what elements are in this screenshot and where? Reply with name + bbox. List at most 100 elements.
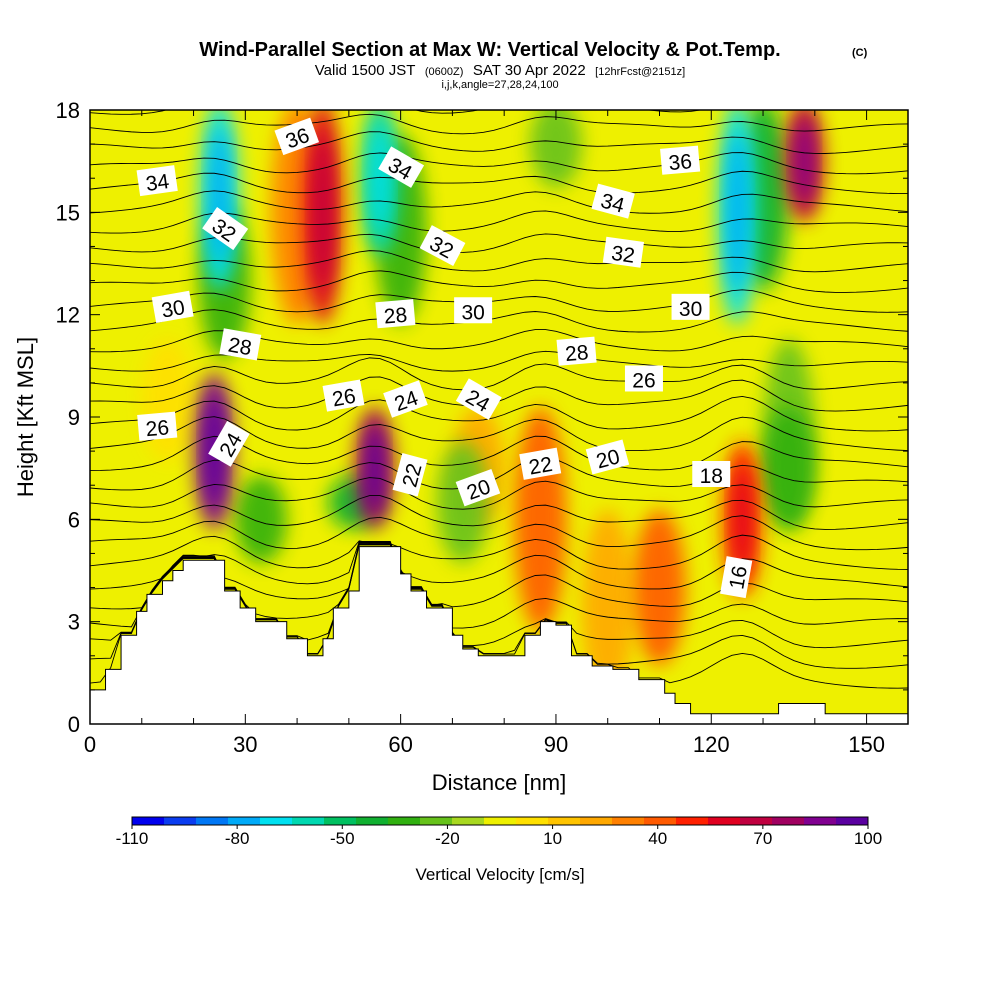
- y-axis-label: Height [Kft MSL]: [13, 337, 38, 497]
- contour-label: 22: [392, 453, 428, 497]
- contour-label: 36: [660, 145, 701, 175]
- contour-label-text: 36: [668, 150, 693, 175]
- y-tick-label: 9: [68, 405, 80, 430]
- isentrope-line: [90, 152, 908, 175]
- isentrope-line: [90, 534, 908, 570]
- colorbar-swatch: [580, 817, 613, 825]
- colorbar-swatch: [612, 817, 645, 825]
- velocity-core: [234, 475, 287, 564]
- contour-label-text: 34: [144, 170, 171, 196]
- contour-label-box: [375, 299, 416, 329]
- velocity-core-center: [733, 464, 752, 575]
- colorbar-swatch: [740, 817, 773, 825]
- colorbar-swatch: [228, 817, 261, 825]
- isentrope-line: [90, 395, 908, 432]
- isentrope-line: [90, 416, 908, 452]
- y-tick-label: 0: [68, 712, 80, 737]
- contour-label: 28: [375, 299, 416, 329]
- contour-label-text: 30: [679, 298, 702, 321]
- colorbar-swatch: [260, 817, 293, 825]
- colorbar-swatch: [292, 817, 325, 825]
- contour-label: 34: [136, 165, 178, 197]
- velocity-core-center: [313, 133, 332, 291]
- colorbar-label: -50: [330, 829, 355, 848]
- colorbar-swatch: [196, 817, 229, 825]
- colorbar-swatch: [676, 817, 709, 825]
- isentrope-line: [90, 131, 908, 154]
- contour-label-box: [219, 328, 262, 361]
- velocity-core: [141, 338, 194, 462]
- contour-label-box: [151, 290, 194, 323]
- velocity-core: [762, 407, 815, 530]
- colorbar-swatch: [772, 817, 805, 825]
- contour-label-box: [202, 207, 249, 251]
- contour-label-text: 28: [383, 304, 408, 329]
- isentrope-line: [90, 477, 908, 510]
- contour-label: 24: [208, 420, 250, 467]
- contour-label-box: [392, 453, 428, 497]
- colorbar-swatch: [388, 817, 421, 825]
- colorbar-label: -80: [225, 829, 250, 848]
- contour-label: 18: [692, 460, 731, 488]
- colorbar-swatch: [516, 817, 549, 825]
- contour-label-box: [660, 145, 701, 175]
- contour-label: 26: [624, 365, 663, 392]
- contour-label-box: [455, 378, 502, 420]
- contour-label-text: 28: [226, 333, 253, 360]
- chart-subtitle: Valid 1500 JST (0600Z) SAT 30 Apr 2022 […: [315, 62, 685, 79]
- colorbar-swatch: [644, 817, 677, 825]
- contour-label-text: 18: [700, 465, 723, 488]
- y-tick-label: 12: [56, 303, 80, 328]
- isentrope-line: [90, 542, 908, 629]
- chart-title: Wind-Parallel Section at Max W: Vertical…: [199, 39, 780, 61]
- isentrope-line: [90, 357, 908, 391]
- colorbar-swatch: [548, 817, 581, 825]
- chart-title-mark: (C): [852, 47, 868, 59]
- contour-label: 28: [556, 336, 597, 366]
- x-tick-label: 120: [693, 732, 730, 757]
- contour-label-box: [585, 439, 630, 475]
- velocity-core-center: [795, 118, 814, 204]
- velocity-core-center: [370, 123, 389, 233]
- isentrope-line: [90, 113, 908, 135]
- x-tick-label: 90: [544, 732, 568, 757]
- contour-label-box: [274, 117, 320, 156]
- contour-label-text: 26: [632, 369, 655, 392]
- contour-label-box: [383, 380, 428, 418]
- contour-label-box: [419, 225, 466, 266]
- contour-label-box: [378, 146, 425, 188]
- isentrope-line: [90, 543, 908, 649]
- colorbar-label: -20: [435, 829, 460, 848]
- velocity-core: [529, 110, 582, 189]
- velocity-core: [633, 509, 686, 666]
- colorbar-title: Vertical Velocity [cm/s]: [415, 865, 584, 884]
- colorbar-label: 70: [753, 829, 772, 848]
- x-axis-ticks: 0 30 60 90 120 150: [84, 110, 885, 757]
- colorbar-swatch: [324, 817, 357, 825]
- contour-label-box: [136, 165, 178, 197]
- contour-label-box: [624, 365, 663, 392]
- contour-label-box: [208, 420, 250, 467]
- isentrope-line: [90, 210, 908, 234]
- isentrope-line: [90, 495, 908, 530]
- isentrope-line: [90, 515, 908, 551]
- isentrope-line: [90, 541, 908, 610]
- contour-label-text: 26: [330, 385, 357, 412]
- x-tick-label: 30: [233, 732, 257, 757]
- chart-subtitle-indices: i,j,k,angle=27,28,24,100: [441, 79, 558, 91]
- contour-label-box: [602, 236, 645, 268]
- subtitle-valid: Valid 1500 JST: [315, 62, 416, 79]
- colorbar-swatch: [708, 817, 741, 825]
- velocity-core-center: [365, 425, 384, 511]
- colorbar-frame: [131, 816, 869, 826]
- contour-label-text: 28: [564, 341, 589, 366]
- contour-label-text: 30: [461, 301, 484, 324]
- isentrope-line: [90, 541, 908, 590]
- y-tick-label: 18: [56, 98, 80, 123]
- y-tick-label: 15: [56, 200, 80, 225]
- contour-label: 30: [671, 293, 710, 321]
- contour-label-box: [591, 183, 635, 219]
- contour-label: 22: [519, 447, 562, 480]
